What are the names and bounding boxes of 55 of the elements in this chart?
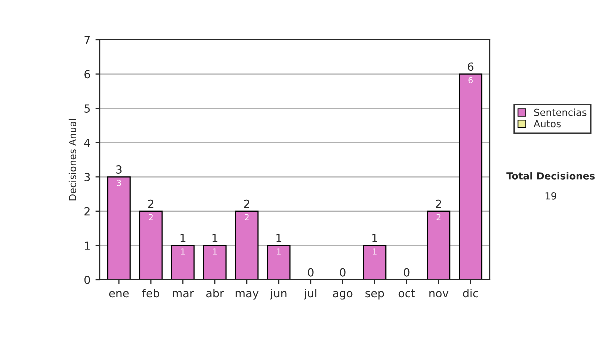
- data-label: 6: [468, 77, 473, 84]
- data-label: 1: [213, 248, 217, 255]
- x-tick-label: may: [236, 291, 259, 300]
- total-label: 1: [372, 234, 378, 242]
- x-tick-label: abr: [206, 289, 224, 298]
- y-tick-label: 6: [84, 70, 90, 79]
- y-tick-label: 2: [84, 207, 90, 216]
- total-label: 1: [276, 234, 282, 242]
- data-label: 2: [149, 214, 153, 221]
- total-label: 2: [436, 200, 442, 208]
- data-label: 1: [373, 248, 377, 255]
- bar: [459, 74, 483, 280]
- bar: [171, 245, 195, 280]
- x-tick-label: nov: [430, 291, 449, 298]
- data-label: 1: [277, 248, 281, 255]
- total-label: 0: [404, 268, 410, 277]
- y-tick-label: 4: [84, 138, 90, 148]
- data-label: 2: [245, 214, 249, 221]
- bar: [107, 176, 131, 280]
- y-axis-title: Decisiones Anual: [68, 119, 76, 201]
- bar: [139, 210, 163, 280]
- y-tick-label: 5: [84, 104, 90, 113]
- bar: [235, 210, 259, 280]
- x-tick-label: mar: [173, 291, 194, 298]
- total-label: 1: [212, 234, 218, 242]
- total-label: 0: [340, 268, 346, 277]
- text: 19: [546, 192, 556, 200]
- x-tick-label: sep: [366, 291, 384, 300]
- total-label: 2: [244, 200, 250, 208]
- data-label: 1: [181, 248, 185, 255]
- total-label: 2: [148, 200, 154, 208]
- x-tick-label: oct: [398, 290, 416, 298]
- x-tick-label: ene: [109, 291, 129, 298]
- text: Total Decisiones: [506, 172, 595, 180]
- x-tick-label: ago: [333, 291, 353, 300]
- legend-label: Autos: [534, 120, 561, 128]
- bar: [363, 245, 387, 280]
- y-tick-label: 0: [84, 276, 90, 284]
- total-label: 6: [468, 62, 474, 72]
- total-label: 1: [180, 234, 186, 242]
- data-label: 3: [117, 180, 122, 186]
- x-tick-label: jul: [304, 289, 317, 300]
- data-label: 2: [436, 214, 441, 221]
- bar: [427, 210, 451, 280]
- bar: [267, 245, 291, 280]
- total-label: 0: [308, 268, 314, 277]
- total-label: 3: [116, 166, 122, 174]
- y-tick-label: 1: [85, 242, 90, 250]
- y-tick-label: 3: [84, 173, 90, 182]
- legend-label: Sentencias: [534, 108, 587, 116]
- bar: [203, 245, 227, 280]
- y-tick-label: 7: [84, 36, 90, 44]
- x-tick-label: dic: [463, 289, 478, 298]
- x-tick-label: jun: [270, 289, 287, 300]
- x-tick-label: feb: [142, 289, 160, 298]
